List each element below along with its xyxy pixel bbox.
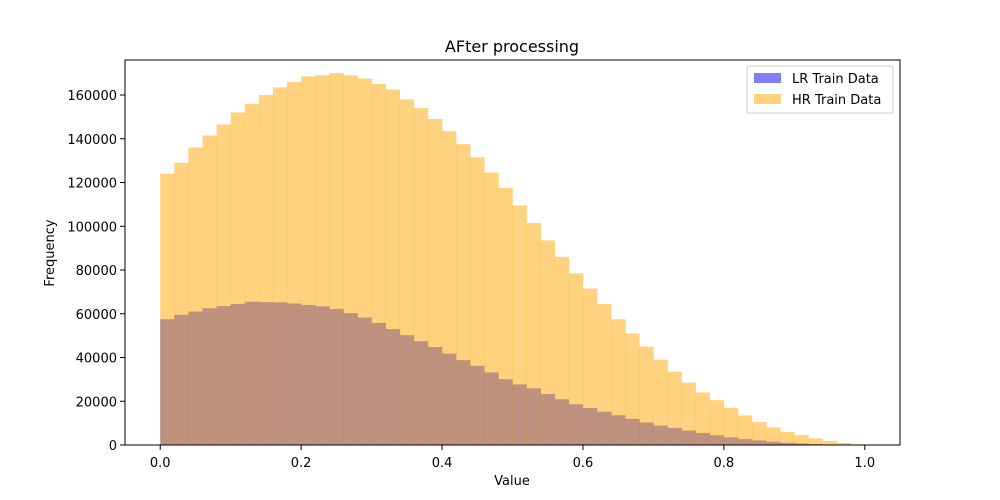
bar-series-1-bin-46 [808,438,823,445]
bar-series-1-bin-18 [413,108,429,445]
bar-series-1-bin-40 [723,407,739,445]
bar-series-1-bin-21 [456,144,471,445]
bar-series-1-bin-36 [667,371,682,445]
bar-series-1-bin-32 [611,319,626,445]
y-tick-label: 100000 [67,220,117,235]
bar-series-1-bin-17 [399,99,415,445]
bar-series-1-bin-43 [766,427,781,445]
chart-title: AFter processing [445,37,579,56]
bar-series-1-bin-23 [484,172,499,445]
legend-label-lr: LR Train Data [792,72,879,87]
y-axis-ticks: 0 20000 40000 60000 80000 100000 120000 140000 1… [67,89,125,454]
bar-series-1-bin-12 [329,73,344,445]
bar-series-1-bin-15 [371,84,386,445]
bar-series-1-bin-28 [554,256,570,445]
y-tick-label: 0 [109,439,117,454]
bar-series-1-bin-6 [244,103,260,445]
bar-series-1-bin-19 [427,119,443,445]
bar-series-1-bin-27 [540,240,556,445]
legend-swatch-lr [754,73,781,83]
bar-series-1-bin-26 [526,222,541,445]
bar-series-1-bin-8 [272,87,288,445]
bar-series-1-bin-3 [202,135,217,445]
bar-series-1-bin-22 [470,157,485,445]
bar-series-1-bin-39 [709,400,725,445]
x-tick-label: 0.0 [150,456,171,471]
plot-frame [124,59,901,446]
x-tick-label: 0.2 [291,456,312,471]
legend: LR Train Data HR Train Data [746,65,894,114]
x-axis-label: Value [494,474,530,489]
y-tick-label: 120000 [67,177,117,192]
x-axis-ticks: 0.0 0.2 0.4 0.6 0.8 1.0 [150,445,875,471]
bar-series-1-bin-9 [287,81,302,445]
bar-series-1-bin-2 [188,147,203,445]
bar-series-1-bin-29 [568,273,584,445]
bar-series-1-bin-0 [160,173,175,445]
x-tick-label: 0.8 [714,456,735,471]
bar-series-1-bin-25 [512,205,527,445]
bar-series-1-bin-4 [216,124,231,445]
legend-frame [746,65,894,114]
bar-series-1-bin-45 [794,435,809,445]
y-tick-label: 160000 [67,89,117,104]
bar-series-1-bin-16 [385,89,401,445]
bar-series-1-bin-35 [653,359,668,445]
x-tick-label: 0.4 [432,456,453,471]
bar-series-1-bin-31 [597,303,612,445]
bar-series-1-bin-41 [737,415,753,445]
bar-series-1-bin-44 [780,431,795,445]
bar-series-1-bin-13 [343,75,358,445]
y-tick-label: 140000 [67,133,117,148]
bar-series-1-bin-38 [695,392,711,445]
bar-series-1-bin-14 [357,78,372,445]
bar-series-1-bin-20 [442,131,457,445]
y-tick-label: 80000 [76,264,117,279]
bar-series-1-bin-11 [315,75,330,445]
bar-series-1-bin-34 [639,346,654,445]
bar-series-1-bin-37 [681,382,696,445]
legend-swatch-hr [754,94,781,104]
bar-series-1-bin-30 [582,288,598,445]
bar-series-1-bin-7 [258,95,274,445]
bar-series-1-bin-24 [498,187,513,445]
x-tick-label: 0.6 [573,456,594,471]
bar-series-1-bin-47 [822,441,837,445]
y-axis-label: Frequency [43,219,58,286]
bar-series-1-bin-5 [230,112,246,445]
bars-layer [160,73,866,445]
x-tick-label: 1.0 [854,456,875,471]
y-tick-label: 60000 [76,308,117,323]
y-tick-label: 40000 [76,352,117,367]
bar-series-1-bin-10 [301,76,316,445]
bar-series-1-bin-1 [174,162,189,445]
y-tick-label: 20000 [76,395,117,410]
bar-series-1-bin-33 [625,333,640,445]
bar-series-1-bin-42 [752,422,767,445]
legend-label-hr: HR Train Data [792,93,881,108]
bar-series-1-bin-48 [836,443,851,445]
